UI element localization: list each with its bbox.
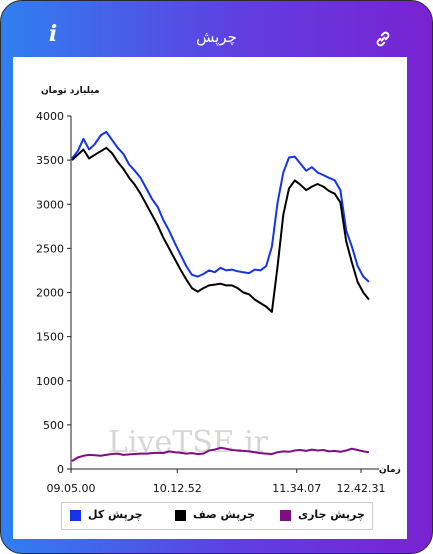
chart-series-lines [71,130,370,462]
legend-label-queue: چرپش صف [193,508,256,521]
chart-axes: 0 500 1000 1500 2000 2500 3000 3500 4000 09.05.00… [36,110,385,495]
y-tick-label: 2000 [36,287,64,300]
legend-label-total: چرپش کل [88,508,143,521]
header-bar: i چرپش [1,1,432,57]
queue-churn-line [71,146,370,313]
legend-label-current: چرپش جاری [298,508,365,521]
x-tick-label: 11.34.07 [272,482,321,495]
x-tick-label: 09.05.00 [47,482,96,495]
y-tick-label: 4000 [36,110,64,123]
chart-legend: چرپش کل چرپش صف چرپش جاری [61,502,373,530]
legend-item-total[interactable]: چرپش کل [62,503,167,529]
legend-swatch-current [280,510,291,521]
y-tick-label: 2500 [36,242,64,255]
y-tick-label: 500 [43,419,64,432]
y-axis-unit-label: میلیارد تومان [41,86,100,96]
y-tick-label: 1500 [36,331,64,344]
x-axis-label: زمان [379,465,401,475]
legend-swatch-queue [175,510,186,521]
y-tick-label: 3500 [36,154,64,167]
current-churn-line [71,446,370,462]
legend-swatch-total [70,510,81,521]
y-tick-label: 1000 [36,375,64,388]
x-tick-label: 10.12.52 [153,482,202,495]
chart-panel: LiveTSE.ir میلیارد تومان زمان 0 500 1000 15… [13,57,407,539]
churn-chart: LiveTSE.ir میلیارد تومان زمان 0500100015… [36,86,401,495]
legend-item-queue[interactable]: چرپش صف [167,503,272,529]
info-icon[interactable]: i [48,21,58,47]
x-tick-label: 12.42.31 [337,482,386,495]
y-tick-label: 0 [57,463,64,476]
page-title: چرپش [196,28,237,46]
legend-item-current[interactable]: چرپش جاری [272,503,372,529]
link-icon[interactable] [374,30,392,48]
y-tick-label: 3000 [36,198,64,211]
total-churn-line [71,130,370,283]
